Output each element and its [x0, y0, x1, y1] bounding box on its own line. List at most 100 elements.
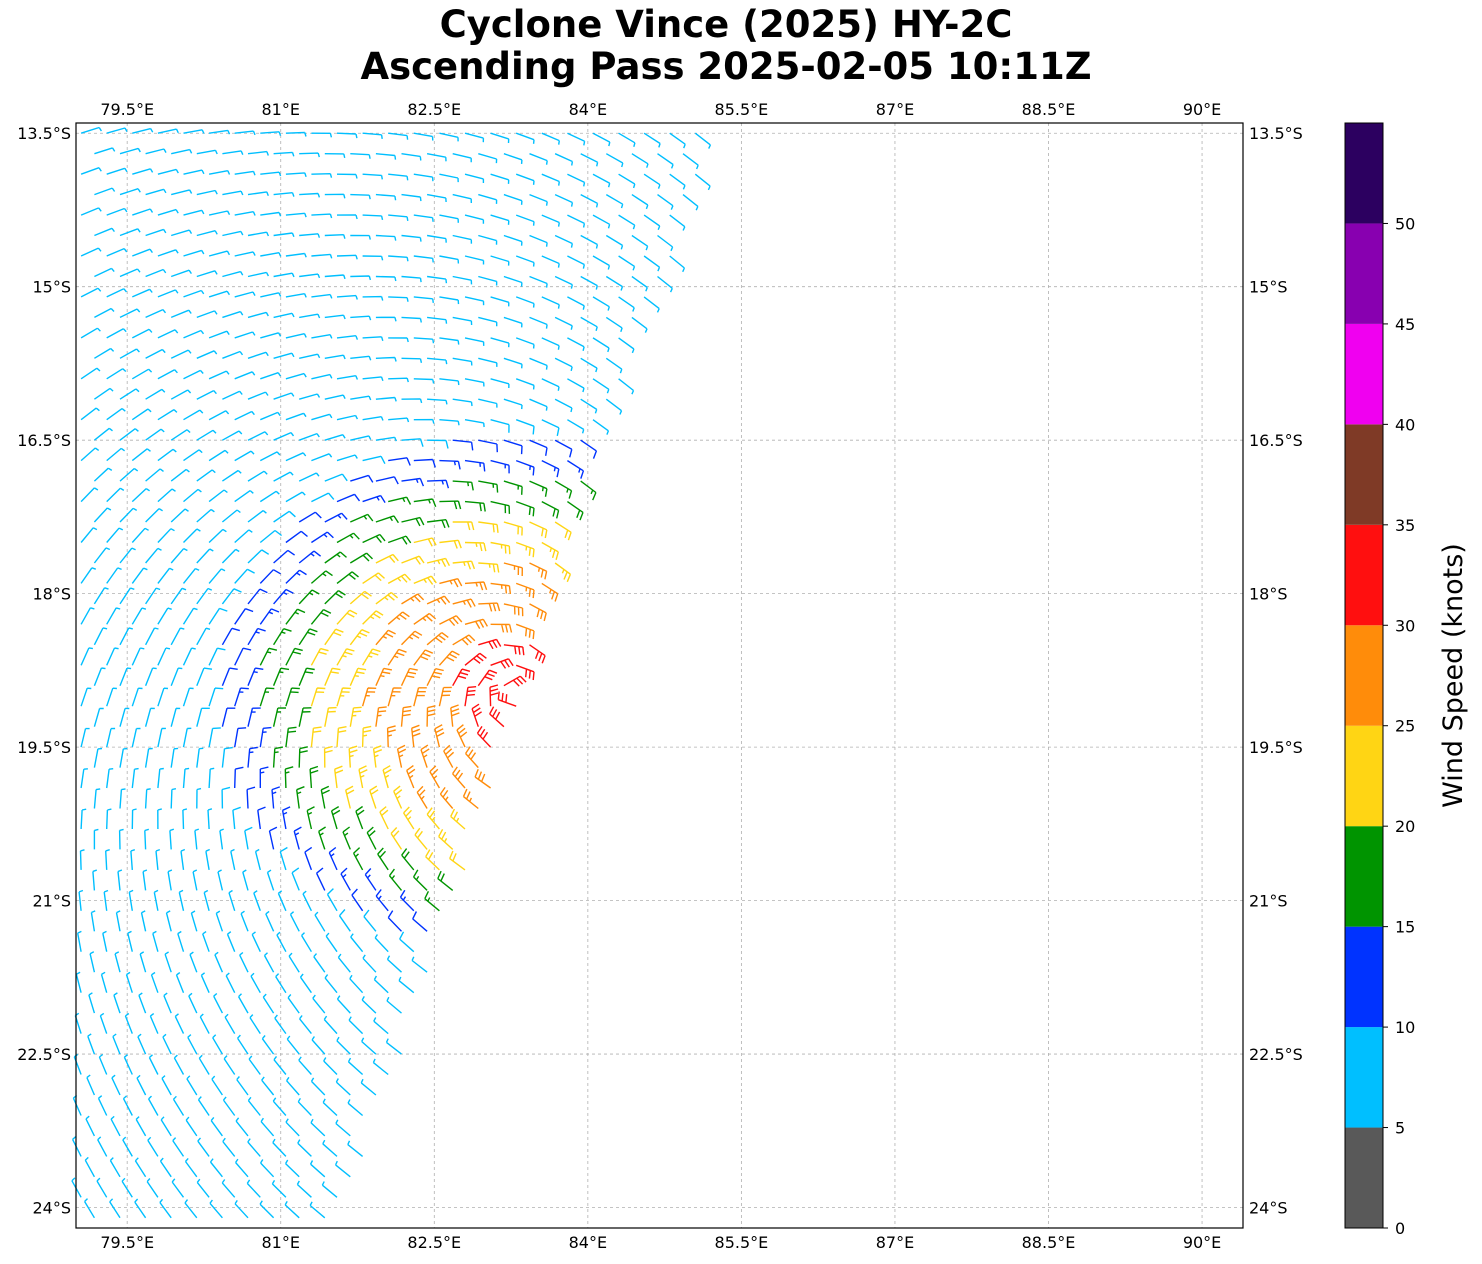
- wind-barb: [293, 826, 302, 850]
- wind-barb: [605, 193, 624, 209]
- wind-barb: [208, 290, 230, 298]
- wind-barb: [259, 529, 283, 544]
- x-tick-label-top: 82.5°E: [407, 100, 461, 119]
- wind-barb: [145, 268, 167, 278]
- wind-barb: [260, 372, 282, 380]
- wind-barb: [529, 234, 548, 247]
- wind-barb: [438, 650, 460, 666]
- wind-barb: [592, 132, 611, 147]
- wind-barb: [273, 471, 294, 482]
- wind-barb: [452, 668, 471, 687]
- wind-barb: [464, 296, 485, 306]
- wind-barb: [298, 472, 320, 482]
- wind-barb: [362, 533, 386, 544]
- wind-barb: [413, 498, 437, 507]
- colorbar-tick-label: 5: [1395, 1119, 1405, 1138]
- wind-barb: [426, 153, 447, 162]
- wind-barb: [197, 1137, 210, 1157]
- wind-barb: [310, 608, 332, 625]
- wind-barb: [131, 328, 153, 339]
- wind-barb: [439, 337, 460, 345]
- wind-barb: [234, 450, 255, 462]
- wind-barb: [80, 768, 88, 789]
- wind-barb: [298, 432, 320, 441]
- wind-barb: [175, 972, 185, 993]
- wind-barb: [554, 480, 573, 499]
- wind-barb: [643, 296, 660, 313]
- wind-barb: [452, 193, 472, 204]
- wind-barb: [157, 607, 172, 625]
- wind-barb: [541, 459, 560, 478]
- wind-barb: [157, 567, 174, 584]
- wind-barb: [222, 190, 244, 196]
- wind-barb: [234, 727, 247, 748]
- wind-barb: [170, 627, 185, 646]
- colorbar-tick-label: 10: [1395, 1018, 1415, 1037]
- wind-barb: [240, 910, 249, 932]
- colorbar-tick-label: 20: [1395, 817, 1415, 836]
- wind-barb: [388, 173, 409, 181]
- wind-barb: [490, 132, 510, 144]
- wind-barb: [97, 1136, 108, 1157]
- wind-barb: [281, 806, 291, 830]
- colorbar-segment: [1345, 926, 1383, 1028]
- wind-barb: [413, 612, 437, 625]
- wind-barb: [221, 707, 236, 727]
- wind-barb: [84, 1156, 96, 1178]
- wind-barb: [490, 214, 510, 225]
- wind-barb: [401, 438, 424, 447]
- wind-barb: [452, 480, 474, 491]
- wind-barb: [361, 1037, 377, 1055]
- wind-barb: [529, 153, 548, 165]
- wind-barb: [271, 1180, 287, 1198]
- wind-barb: [426, 595, 451, 605]
- wind-barb: [119, 268, 141, 278]
- wind-barb: [145, 587, 161, 605]
- wind-barb: [388, 417, 410, 423]
- wind-barb: [503, 275, 523, 287]
- wind-barb: [413, 214, 434, 222]
- wind-barb: [362, 648, 381, 666]
- wind-barb: [235, 1117, 249, 1137]
- wind-barb: [119, 507, 138, 523]
- wind-barb: [580, 153, 599, 167]
- wind-barb: [336, 493, 361, 503]
- wind-barb: [452, 521, 475, 531]
- wind-barb: [80, 647, 94, 666]
- wind-barb: [478, 562, 500, 573]
- wind-barb: [119, 348, 140, 359]
- wind-barb: [234, 410, 255, 421]
- wind-barb: [336, 294, 358, 300]
- wind-barb: [287, 994, 300, 1014]
- wind-barb: [503, 153, 523, 164]
- x-tick-label-bottom: 79.5°E: [100, 1233, 154, 1252]
- wind-barb: [285, 491, 306, 503]
- wind-barb: [170, 707, 181, 727]
- wind-barb: [106, 727, 116, 748]
- wind-barb: [119, 388, 140, 400]
- wind-barb: [503, 521, 523, 536]
- wind-barb: [362, 455, 386, 465]
- wind-barb: [196, 627, 211, 646]
- wind-barb: [297, 1139, 312, 1157]
- wind-barb: [239, 951, 249, 973]
- wind-barb: [144, 667, 157, 686]
- wind-barb: [336, 132, 358, 139]
- wind-barb: [541, 541, 559, 560]
- wind-barb: [416, 785, 428, 809]
- wind-barb: [387, 535, 412, 545]
- wind-barb: [273, 232, 295, 238]
- wind-barb: [299, 273, 321, 279]
- wind-barb: [285, 608, 306, 625]
- wind-barb: [309, 765, 319, 789]
- colorbar-segment: [1345, 424, 1383, 525]
- wind-barb: [541, 419, 560, 437]
- wind-barb: [336, 726, 347, 748]
- wind-barb: [348, 745, 358, 768]
- wind-barb: [208, 647, 226, 666]
- wind-barb: [503, 398, 523, 410]
- wind-barb: [265, 910, 275, 932]
- wind-barb: [478, 275, 498, 286]
- wind-barbs: [71, 126, 712, 1219]
- wind-barb: [311, 334, 333, 339]
